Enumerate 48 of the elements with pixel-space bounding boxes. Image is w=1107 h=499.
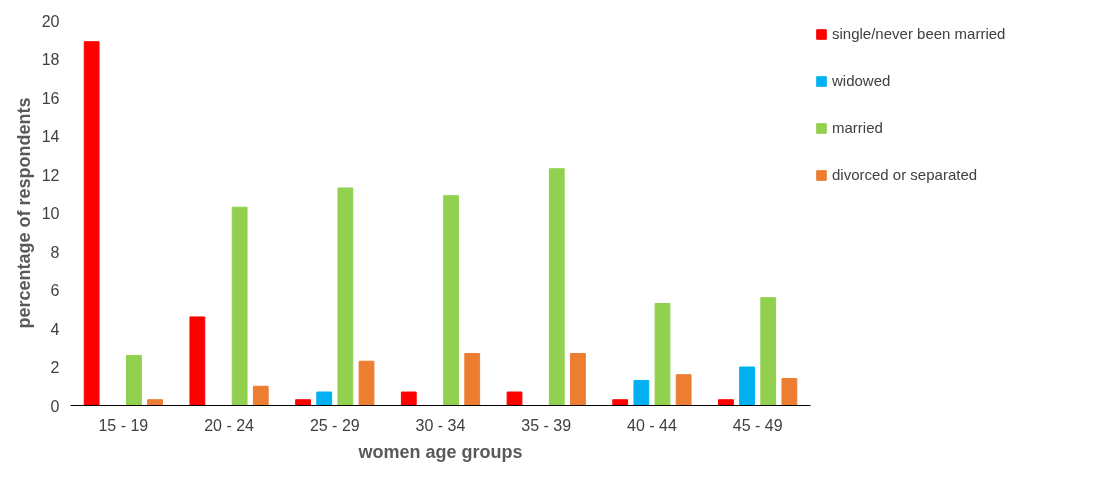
y-tick-label: 10 [41, 205, 60, 222]
y-tick-label: 6 [50, 282, 60, 299]
bar [760, 297, 777, 406]
bar [443, 195, 459, 406]
legend-label: married [832, 119, 883, 136]
bar [654, 302, 671, 406]
legend-label: single/never been married [832, 25, 1006, 42]
y-tick-label: 20 [41, 12, 60, 30]
legend-label: divorced or separated [832, 166, 978, 183]
bar [126, 354, 142, 406]
bar [189, 316, 206, 406]
y-tick-label: 18 [41, 51, 60, 68]
x-tick-label: 15 - 19 [98, 416, 149, 434]
bar [675, 374, 692, 406]
x-tick-label: 45 - 49 [732, 416, 783, 434]
bar [506, 391, 523, 406]
x-axis-title: women age groups [357, 441, 523, 462]
bar [231, 206, 248, 406]
x-tick-label: 20 - 24 [204, 416, 255, 434]
bar [739, 366, 755, 406]
bar [358, 360, 375, 406]
x-tick-label: 25 - 29 [309, 416, 360, 434]
legend-label: widowed [832, 72, 891, 89]
y-tick-label: 12 [41, 166, 60, 184]
x-tick-label: 30 - 34 [415, 416, 466, 434]
y-tick-label: 14 [41, 128, 60, 145]
bar [464, 353, 481, 406]
y-tick-label: 16 [41, 89, 60, 107]
y-axis-title: percentage of respondents [13, 97, 34, 329]
bar [400, 391, 417, 406]
bar [548, 168, 565, 406]
bar [83, 41, 100, 406]
bar [316, 391, 333, 406]
y-tick-label: 8 [50, 243, 60, 261]
x-tick-label: 35 - 39 [521, 416, 572, 434]
y-tick-label: 2 [50, 359, 60, 376]
bar [147, 399, 163, 406]
y-tick-label: 4 [50, 320, 60, 338]
bar [718, 399, 734, 406]
bar [252, 385, 269, 406]
bar [337, 187, 354, 406]
bar [781, 378, 798, 406]
bar [633, 379, 650, 406]
x-tick-label: 40 - 44 [627, 416, 677, 434]
bar [612, 399, 629, 406]
y-tick-label: 0 [50, 397, 60, 415]
bar [570, 353, 586, 406]
bar [295, 399, 311, 406]
